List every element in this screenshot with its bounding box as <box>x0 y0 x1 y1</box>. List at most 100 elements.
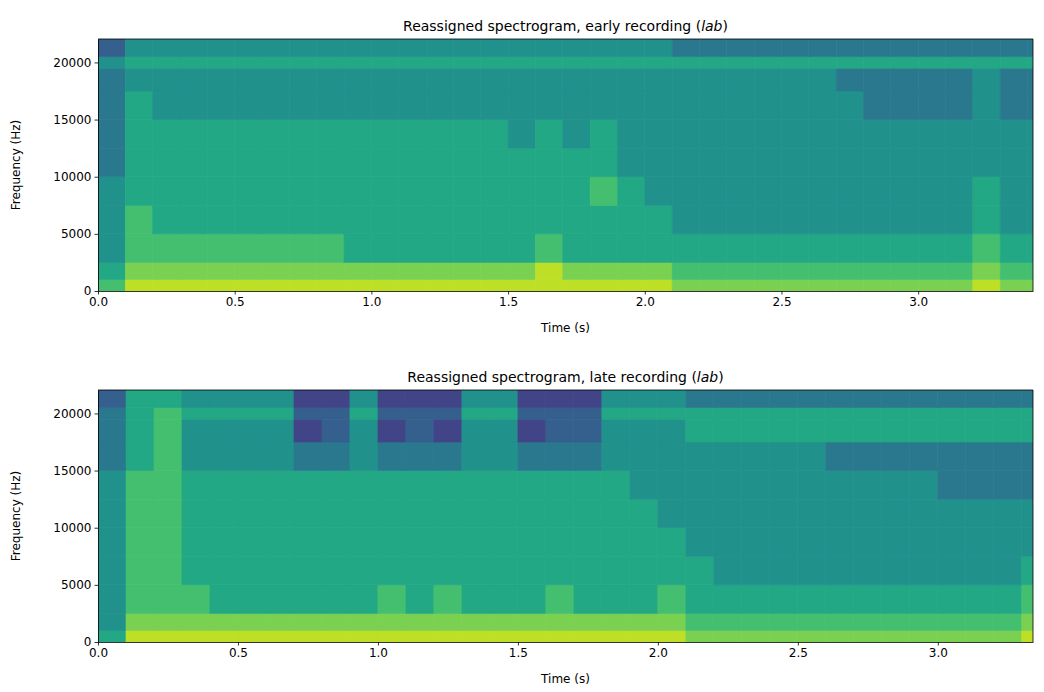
cell <box>235 234 262 263</box>
tick-label: 1.5 <box>509 646 528 660</box>
cell <box>322 585 350 614</box>
cell <box>350 408 378 419</box>
cell <box>182 390 210 408</box>
cell <box>266 471 294 500</box>
cell <box>98 390 126 408</box>
cell <box>235 57 262 68</box>
cell <box>126 408 154 419</box>
cell <box>826 613 854 630</box>
cell <box>602 556 630 585</box>
cell <box>378 613 406 630</box>
cell <box>590 205 617 234</box>
cell <box>508 280 535 291</box>
cell <box>918 91 945 120</box>
cell <box>153 120 180 149</box>
cell <box>699 148 726 177</box>
cell <box>289 91 316 120</box>
cell <box>322 390 350 408</box>
cell <box>125 205 152 234</box>
tick: 10000 <box>53 170 98 184</box>
cell <box>770 556 798 585</box>
cell <box>535 177 562 206</box>
cell <box>266 585 294 614</box>
cell <box>590 39 617 57</box>
cell <box>727 177 754 206</box>
cell <box>617 57 644 68</box>
cell <box>322 499 350 528</box>
cell <box>289 234 316 263</box>
cell <box>126 471 154 500</box>
y-axis: 05000100001500020000 <box>53 391 98 650</box>
cell <box>994 556 1022 585</box>
tick-mark <box>98 642 99 646</box>
cell <box>378 408 406 419</box>
cell <box>590 57 617 68</box>
cell <box>727 57 754 68</box>
tick: 1.5 <box>509 642 528 660</box>
cell <box>891 280 918 291</box>
cell <box>490 419 518 442</box>
cell <box>289 68 316 91</box>
cell <box>399 205 426 234</box>
cell <box>207 148 234 177</box>
cell <box>481 148 508 177</box>
cell <box>371 68 398 91</box>
cell <box>481 91 508 120</box>
cell <box>699 68 726 91</box>
cell <box>182 419 210 442</box>
cell <box>1000 262 1027 279</box>
cell <box>182 442 210 471</box>
cell <box>238 408 266 419</box>
cell <box>770 528 798 557</box>
cell <box>98 613 126 630</box>
cell <box>154 556 182 585</box>
cell <box>262 234 289 263</box>
cell <box>781 234 808 263</box>
tick-mark <box>235 291 236 295</box>
cell <box>453 177 480 206</box>
cell <box>672 39 699 57</box>
cell <box>182 556 210 585</box>
cell <box>399 91 426 120</box>
cell <box>754 39 781 57</box>
tick-mark <box>95 291 99 292</box>
cell <box>590 262 617 279</box>
cell <box>125 68 152 91</box>
cell <box>994 390 1022 408</box>
cell <box>481 120 508 149</box>
cell <box>344 120 371 149</box>
cell <box>781 177 808 206</box>
cell <box>781 39 808 57</box>
cell <box>882 419 910 442</box>
cell <box>426 57 453 68</box>
cell <box>399 177 426 206</box>
cell <box>153 205 180 234</box>
cell <box>742 471 770 500</box>
cell <box>434 631 462 642</box>
cell <box>317 39 344 57</box>
cell <box>344 234 371 263</box>
cell <box>371 57 398 68</box>
cell <box>317 148 344 177</box>
cell <box>645 280 672 291</box>
cell <box>508 68 535 91</box>
cell <box>154 471 182 500</box>
cell <box>378 556 406 585</box>
cell <box>508 57 535 68</box>
cell <box>966 442 994 471</box>
cell <box>658 419 686 442</box>
tick: 1.5 <box>499 291 518 309</box>
cell <box>210 556 238 585</box>
heatmap-cells <box>98 39 1033 291</box>
cell <box>938 613 966 630</box>
cell <box>672 280 699 291</box>
cell <box>798 499 826 528</box>
cell <box>781 262 808 279</box>
cell <box>378 442 406 471</box>
tick-mark <box>95 528 99 529</box>
cell <box>742 528 770 557</box>
cell <box>672 205 699 234</box>
cell <box>781 280 808 291</box>
cell <box>98 499 126 528</box>
cell <box>770 471 798 500</box>
